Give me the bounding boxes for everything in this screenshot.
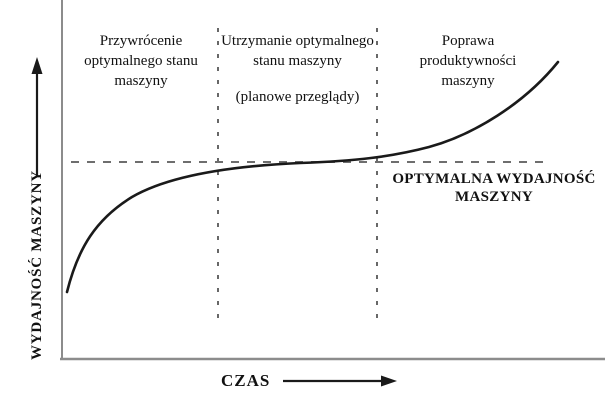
phase-label-restore: Przywrócenie optymalnego stanu maszyny bbox=[64, 31, 218, 91]
optimal-performance-label-line: MASZYNY bbox=[455, 189, 533, 205]
phase-label-line: Poprawa bbox=[441, 33, 495, 49]
x-axis-arrow-icon bbox=[283, 375, 397, 387]
phase-note: (planowe przeglądy) bbox=[235, 89, 360, 105]
phase-label-line: maszyny bbox=[441, 73, 495, 89]
phase-label-line: Utrzymanie optymalnego bbox=[221, 33, 374, 49]
phase-label-line: produktywności bbox=[419, 53, 517, 69]
optimal-performance-label: OPTYMALNA WYDAJNOŚĆ MASZYNY bbox=[383, 170, 605, 206]
phase-label-line: stanu maszyny bbox=[253, 53, 342, 69]
phase-label-maintain: Utrzymanie optymalnego stanu maszyny (pl… bbox=[216, 31, 379, 107]
optimal-performance-label-line: OPTYMALNA WYDAJNOŚĆ bbox=[392, 171, 596, 187]
phase-label-line: Przywrócenie bbox=[99, 33, 183, 49]
phase-label-line: maszyny bbox=[114, 73, 168, 89]
y-axis-arrow-icon bbox=[31, 57, 43, 176]
y-axis-title: WYDAJNOŚĆ MASZYNY bbox=[29, 170, 45, 360]
performance-curve bbox=[65, 60, 560, 294]
x-axis-title: CZAS bbox=[221, 371, 271, 390]
phase-label-improve: Poprawa produktywności maszyny bbox=[379, 31, 557, 91]
phase-label-line: optymalnego stanu bbox=[84, 53, 198, 69]
